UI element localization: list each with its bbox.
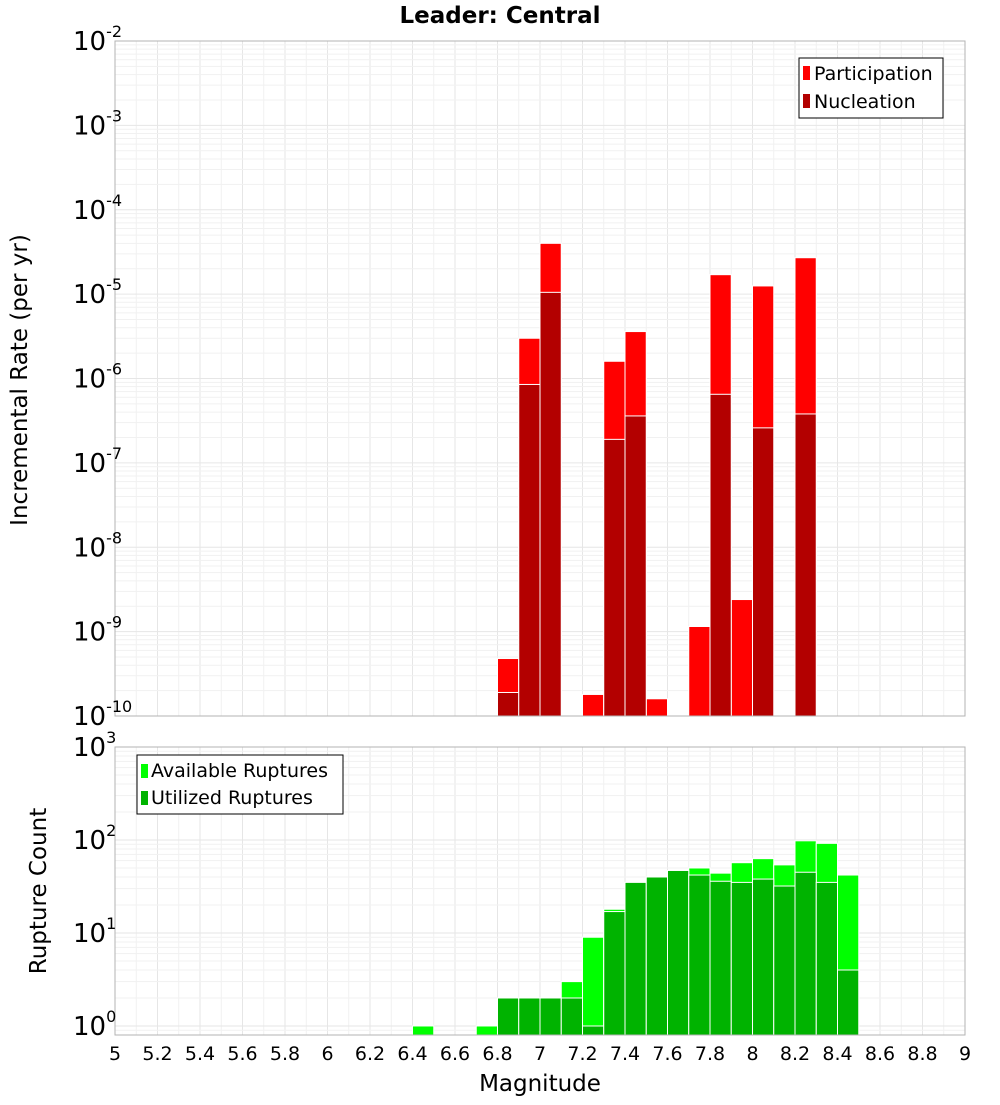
available-legend-label: Available Ruptures: [151, 760, 328, 782]
nucleation-bar: [752, 427, 775, 717]
x-tick-label: 6.6: [440, 1043, 470, 1065]
available-ruptures-bar: [412, 1025, 435, 1036]
nucleation-legend-label: Nucleation: [814, 91, 916, 113]
x-tick-label: 8: [746, 1043, 758, 1065]
utilized-ruptures-bar: [667, 869, 690, 1036]
rate-legend-box: [798, 57, 944, 119]
x-tick-label: 7: [534, 1043, 546, 1065]
utilized-legend-label: Utilized Ruptures: [151, 787, 313, 809]
x-tick-label: 6: [321, 1043, 333, 1065]
rate-y-axis-label: Incremental Rate (per yr): [7, 234, 33, 526]
utilized-ruptures-bar: [837, 969, 860, 1036]
utilized-ruptures-bar: [518, 997, 541, 1036]
x-tick-label: 7.4: [610, 1043, 640, 1065]
nucleation-bar: [624, 415, 647, 717]
rate-y-tick-exponent: -2: [106, 22, 122, 41]
utilized-ruptures-bar: [539, 997, 562, 1036]
count-y-tick-exponent: 1: [106, 914, 116, 933]
available-legend-swatch: [141, 764, 148, 778]
x-tick-label: 7.6: [652, 1043, 682, 1065]
x-tick-label: 5.8: [270, 1043, 300, 1065]
rate-y-tick-label: 10-5: [73, 275, 122, 310]
count-y-axis-label: Rupture Count: [26, 808, 52, 974]
nucleation-bar: [539, 291, 562, 717]
x-tick-label: 8.6: [865, 1043, 895, 1065]
count-y-tick-exponent: 0: [106, 1007, 116, 1026]
x-axis-label: Magnitude: [479, 1071, 601, 1097]
x-tick-label: 6.8: [482, 1043, 512, 1065]
rate-y-tick-label: 10-2: [73, 22, 122, 57]
count-plot-frame: [114, 746, 966, 1036]
x-tick-label: 9: [959, 1043, 971, 1065]
x-tick-label: 6.4: [397, 1043, 427, 1065]
x-tick-label: 8.4: [822, 1043, 852, 1065]
x-tick-label: 5.2: [142, 1043, 172, 1065]
utilized-ruptures-bar: [815, 881, 838, 1036]
nucleation-bar: [603, 438, 626, 717]
utilized-ruptures-bar: [603, 911, 626, 1036]
rate-y-tick-exponent: -6: [106, 360, 122, 379]
x-tick-label: 8.8: [907, 1043, 937, 1065]
nucleation-bar: [709, 393, 732, 717]
utilized-ruptures-bar: [752, 878, 775, 1036]
nucleation-bar: [497, 691, 520, 717]
utilized-ruptures-bar: [624, 881, 647, 1036]
rate-y-tick-exponent: -4: [106, 191, 122, 210]
rate-y-tick-exponent: -5: [106, 275, 122, 294]
utilized-legend-swatch: [141, 791, 148, 805]
rate-y-tick-exponent: -10: [106, 697, 132, 716]
utilized-ruptures-bar: [688, 874, 711, 1036]
participation-legend-label: Participation: [814, 63, 933, 85]
utilized-ruptures-bar: [794, 871, 817, 1036]
rate-plot-frame: [114, 40, 966, 717]
participation-bar: [688, 626, 711, 717]
rate-y-tick-exponent: -9: [106, 613, 122, 632]
x-tick-label: 5: [109, 1043, 121, 1065]
count-y-tick-label: 103: [73, 728, 116, 763]
rate-y-tick-exponent: -8: [106, 528, 122, 547]
count-legend-box: [136, 754, 344, 815]
available-ruptures-bar: [582, 936, 605, 1036]
rate-y-tick-label: 10-10: [73, 697, 132, 732]
participation-bar: [645, 698, 668, 717]
participation-bar: [582, 693, 605, 717]
count-y-tick-exponent: 2: [106, 821, 116, 840]
x-tick-label: 7.2: [567, 1043, 597, 1065]
x-tick-label: 5.6: [227, 1043, 257, 1065]
x-tick-label: 7.8: [695, 1043, 725, 1065]
nucleation-bar: [794, 413, 817, 717]
nucleation-bar: [518, 383, 541, 717]
participation-bar: [730, 599, 753, 717]
utilized-ruptures-bar: [582, 1025, 605, 1036]
chart-title: Leader: Central: [400, 3, 601, 29]
utilized-ruptures-bar: [730, 881, 753, 1036]
x-tick-label: 6.2: [355, 1043, 385, 1065]
count-y-tick-exponent: 3: [106, 728, 116, 747]
utilized-ruptures-bar: [645, 876, 668, 1036]
rate-y-tick-exponent: -7: [106, 444, 122, 463]
utilized-ruptures-bar: [773, 885, 796, 1036]
participation-legend-swatch: [803, 66, 810, 80]
utilized-ruptures-bar: [560, 997, 583, 1036]
count-y-tick-label: 102: [73, 821, 116, 856]
utilized-ruptures-bar: [497, 997, 520, 1036]
x-tick-label: 8.2: [780, 1043, 810, 1065]
available-ruptures-bar: [475, 1025, 498, 1036]
utilized-ruptures-bar: [709, 880, 732, 1036]
count-legend: Available Ruptures Utilized Ruptures: [136, 754, 344, 815]
rate-y-tick-exponent: -3: [106, 106, 122, 125]
rate-legend: Participation Nucleation: [798, 57, 944, 119]
nucleation-legend-swatch: [803, 94, 810, 108]
x-tick-label: 5.4: [185, 1043, 215, 1065]
count-y-tick-label: 101: [73, 914, 116, 949]
count-y-tick-label: 100: [73, 1007, 116, 1042]
rate-y-tick-label: 10-4: [73, 191, 122, 226]
